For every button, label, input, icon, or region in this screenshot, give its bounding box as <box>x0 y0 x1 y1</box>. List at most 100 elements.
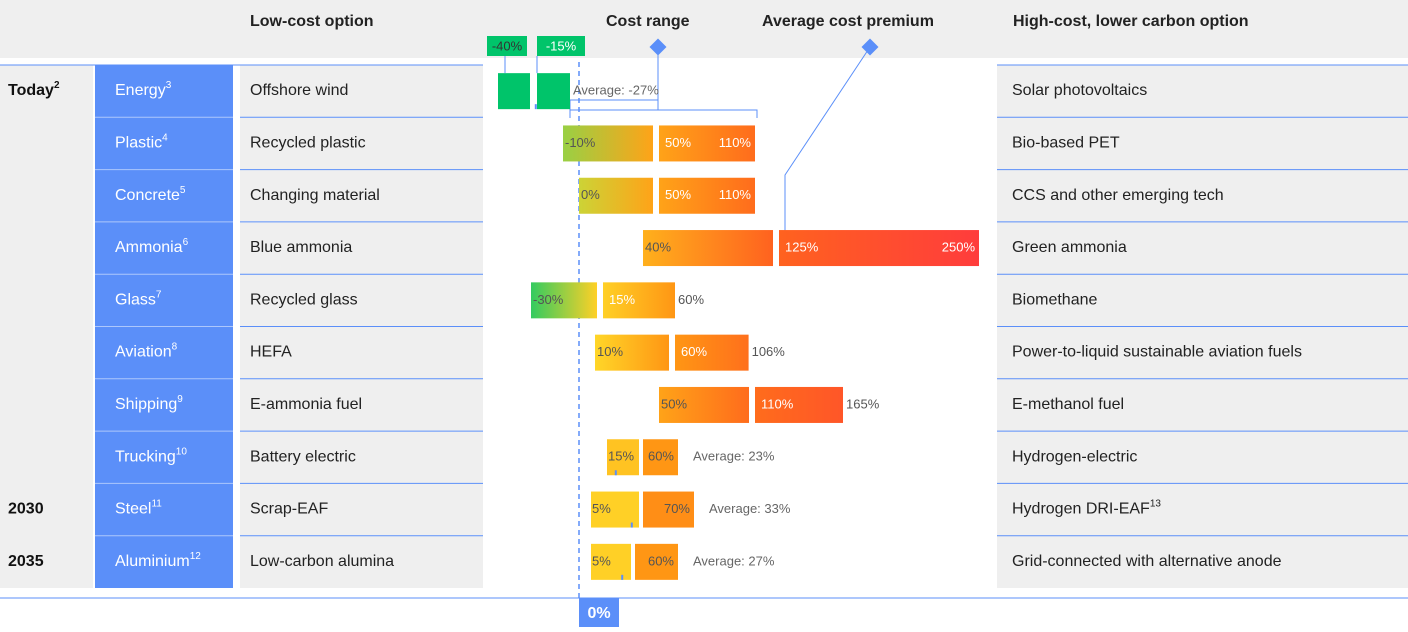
sector: Steel11 <box>115 498 162 518</box>
low-option-text: Scrap-EAF <box>250 501 328 518</box>
sector-note: 3 <box>166 80 172 91</box>
sector-text: Aluminium <box>115 553 190 570</box>
high-option: CCS and other emerging tech <box>1012 187 1224 204</box>
sector: Concrete5 <box>115 184 186 204</box>
average-label: Average: 33% <box>709 501 791 516</box>
header-band <box>0 0 1408 58</box>
period-text: 2030 <box>8 501 44 518</box>
low-option-text: HEFA <box>250 344 292 361</box>
range-bar <box>659 125 755 162</box>
value-label: -10% <box>565 135 596 150</box>
sector-note: 7 <box>156 289 162 300</box>
value-label: 50% <box>665 135 691 150</box>
high-option-text: Hydrogen DRI-EAF <box>1012 501 1150 518</box>
high-option-text: Hydrogen-electric <box>1012 448 1137 465</box>
value-label: 70% <box>664 501 690 516</box>
value-label: 50% <box>665 187 691 202</box>
range-bar <box>779 230 979 267</box>
value-label: 60% <box>678 292 704 307</box>
value-label: 10% <box>597 344 623 359</box>
low-option-text: Recycled plastic <box>250 135 366 152</box>
cost-box <box>643 439 678 476</box>
sector-text: Energy <box>115 82 166 99</box>
period-note: 2 <box>54 80 60 91</box>
low-option-text: Changing material <box>250 187 380 204</box>
sector-text: Plastic <box>115 135 162 152</box>
period: Today2 <box>8 80 60 100</box>
sector: Energy3 <box>115 80 172 100</box>
sector-text: Trucking <box>115 448 176 465</box>
cost-box <box>591 543 631 580</box>
value-label: 5% <box>592 501 611 516</box>
sector: Aluminium12 <box>115 550 201 570</box>
value-label: 60% <box>648 553 674 568</box>
low-option-text: Low-carbon alumina <box>250 553 394 570</box>
sector: Shipping9 <box>115 394 183 414</box>
range-bar <box>531 282 597 319</box>
value-label: 60% <box>681 344 707 359</box>
sector: Aviation8 <box>115 341 178 361</box>
sector-text: Aviation <box>115 344 172 361</box>
cost-box <box>607 439 639 476</box>
header: Cost range <box>606 13 690 30</box>
value-label: 110% <box>719 187 752 202</box>
cost-box <box>591 491 639 528</box>
sector-note: 5 <box>180 184 186 195</box>
cost-box <box>635 543 678 580</box>
high-option: Power-to-liquid sustainable aviation fue… <box>1012 344 1302 361</box>
range-bar <box>595 334 669 371</box>
sector-note: 11 <box>151 498 162 509</box>
sector: Glass7 <box>115 289 162 309</box>
low-option: Battery electric <box>250 448 356 465</box>
high-option: Bio-based PET <box>1012 135 1120 152</box>
high-option: Biomethane <box>1012 292 1097 309</box>
header: Low-cost option <box>250 13 374 30</box>
range-bar <box>675 334 749 371</box>
high-option-text: E-methanol fuel <box>1012 396 1124 413</box>
sector-text: Ammonia <box>115 239 183 256</box>
value-label: 106% <box>752 344 786 359</box>
range-bar <box>643 230 773 267</box>
value-label: 50% <box>661 396 687 411</box>
low-option: E-ammonia fuel <box>250 396 362 413</box>
sector-text: Steel <box>115 501 151 518</box>
value-label: 5% <box>592 553 611 568</box>
high-option-text: Power-to-liquid sustainable aviation fue… <box>1012 344 1302 361</box>
range-bar <box>603 282 675 319</box>
low-option: HEFA <box>250 344 292 361</box>
high-option-text: Bio-based PET <box>1012 135 1120 152</box>
range-bar <box>659 177 755 214</box>
value-label: 110% <box>719 135 752 150</box>
high-option: Hydrogen-electric <box>1012 448 1137 465</box>
range-bar <box>755 386 843 423</box>
high-option: Solar photovoltaics <box>1012 82 1147 99</box>
value-label: 15% <box>609 292 635 307</box>
sector-text: Shipping <box>115 396 177 413</box>
high-option: E-methanol fuel <box>1012 396 1124 413</box>
zero-label: 0% <box>587 605 610 622</box>
value-label: 125% <box>785 239 819 254</box>
high-option-text: CCS and other emerging tech <box>1012 187 1224 204</box>
value-label: 0% <box>581 187 600 202</box>
period-text: 2035 <box>8 553 44 570</box>
sector-note: 8 <box>172 341 178 352</box>
sector-note: 4 <box>162 132 168 143</box>
value-label: 60% <box>648 449 674 464</box>
cost-box <box>643 491 694 528</box>
low-option-text: Offshore wind <box>250 82 348 99</box>
header: High-cost, lower carbon option <box>1013 13 1249 30</box>
cost-box <box>498 73 530 110</box>
zero-label-box <box>579 598 619 627</box>
average-label: Average: 27% <box>693 553 775 568</box>
high-option-text: Green ammonia <box>1012 239 1127 256</box>
high-option-note: 13 <box>1150 498 1162 509</box>
high-option: Green ammonia <box>1012 239 1127 256</box>
sector: Ammonia6 <box>115 237 189 257</box>
value-label: -40% <box>492 38 523 53</box>
high-option: Grid-connected with alternative anode <box>1012 553 1282 570</box>
low-option-text: Battery electric <box>250 448 356 465</box>
period-column <box>0 65 93 588</box>
range-bar <box>563 125 653 162</box>
low-option-text: Blue ammonia <box>250 239 352 256</box>
